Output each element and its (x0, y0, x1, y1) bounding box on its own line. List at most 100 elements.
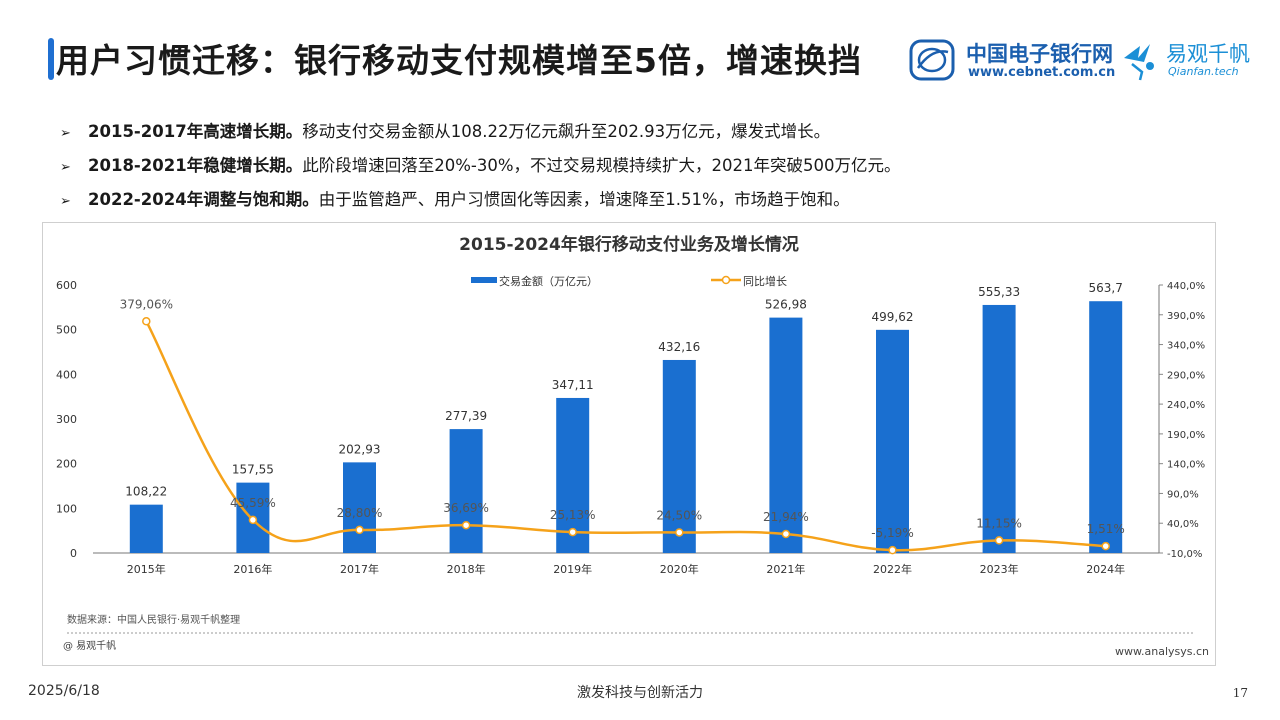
growth-value-label: 379,06% (120, 297, 173, 311)
y-right-tick-label: 340,0% (1167, 341, 1205, 352)
growth-value-label: 1,51% (1087, 522, 1125, 536)
chart-panel: 2015-2024年银行移动支付业务及增长情况交易金额（万亿元） 同比增长 0 100… (42, 222, 1216, 666)
cebnet-logo-name: 中国电子银行网 (966, 42, 1113, 66)
footer-date: 2025/6/18 (28, 683, 100, 699)
chart-source: 数据来源：中国人民银行·易观千帆整理 (67, 613, 240, 626)
cebnet-logo-url: www.cebnet.com.cn (968, 65, 1116, 80)
bullet-bold: 2022-2024年调整与饱和期。 (88, 190, 319, 209)
bar-value-label: 526,98 (765, 298, 807, 312)
legend-bar-swatch (471, 277, 497, 283)
growth-point (248, 515, 258, 525)
y-left-tick-label: 200 (56, 458, 77, 471)
bar-value-label: 347,11 (552, 378, 594, 392)
y-right-tick-label: 90,0% (1167, 489, 1199, 500)
footer-slogan: 激发科技与创新活力 (577, 685, 703, 701)
x-tick-label: 2021年 (766, 562, 805, 576)
x-tick-label: 2017年 (340, 562, 379, 576)
growth-point (994, 536, 1004, 545)
growth-point (1101, 541, 1110, 551)
y-right-tick-label: 390,0% (1167, 311, 1205, 322)
x-tick-label: 2024年 (1086, 562, 1125, 576)
bar-value-label: 499,62 (872, 310, 914, 324)
y-right-tick-label: 290,0% (1167, 370, 1205, 381)
bar (662, 359, 696, 553)
growth-point (142, 317, 151, 326)
qianfan-logo-icon (1124, 44, 1154, 81)
bar (129, 504, 163, 553)
page-number: 17 (1232, 686, 1248, 700)
bar-value-label: 432,16 (658, 340, 700, 354)
y-left-tick-label: 300 (56, 413, 77, 426)
x-tick-label: 2020年 (660, 562, 699, 576)
y-left-tick-label: 100 (56, 502, 77, 515)
bullet-item: ➢ 2022-2024年调整与饱和期。由于监管趋严、用户习惯固化等因素，增速降至1… (60, 184, 901, 218)
bullet-bold: 2018-2021年稳健增长期。 (88, 156, 303, 175)
x-tick-label: 2023年 (980, 562, 1019, 576)
growth-value-label: 24,50% (656, 508, 702, 522)
cebnet-logo-icon (909, 39, 955, 81)
y-right-tick-label: 440,0% (1167, 281, 1205, 292)
growth-point (461, 520, 471, 530)
bar (556, 397, 590, 553)
growth-point (888, 545, 897, 555)
qianfan-logo-name: 易观千帆 (1166, 42, 1250, 66)
bullet-bold: 2015-2017年高速增长期。 (88, 122, 303, 141)
bar (343, 462, 376, 553)
growth-point (781, 529, 791, 539)
bullet-item: ➢ 2015-2017年高速增长期。移动支付交易金额从108.22万亿元飙升至20… (60, 116, 901, 150)
bullet-text: 由于监管趋严、用户习惯固化等因素，增速降至1.51%，市场趋于饱和。 (318, 190, 850, 209)
arrow-icon: ➢ (60, 194, 71, 209)
x-tick-label: 2015年 (127, 562, 166, 576)
title-accent-bar (48, 38, 54, 80)
bullet-text: 移动支付交易金额从108.22万亿元飙升至202.93万亿元，爆发式增长。 (302, 122, 831, 141)
y-left-tick-label: 0 (70, 547, 77, 560)
legend-bar-label: 交易金额（万亿元） (499, 274, 598, 288)
legend-line-label: 同比增长 (743, 274, 787, 288)
bar (1089, 301, 1123, 553)
growth-value-label: -5,19% (871, 526, 913, 540)
chart-title: 2015-2024年银行移动支付业务及增长情况 (459, 234, 799, 255)
bar-value-label: 157,55 (232, 463, 274, 477)
growth-value-label: 11,15% (976, 516, 1022, 530)
growth-value-label: 36,69% (443, 501, 489, 515)
x-tick-label: 2019年 (553, 562, 592, 576)
growth-point (355, 525, 364, 535)
growth-value-label: 28,80% (337, 506, 383, 520)
qianfan-logo-url: Qianfan.tech (1168, 65, 1239, 78)
growth-value-label: 21,94% (763, 510, 809, 524)
arrow-icon: ➢ (60, 160, 71, 175)
bullet-item: ➢ 2018-2021年稳健增长期。此阶段增速回落至20%-30%，不过交易规模持… (60, 150, 901, 184)
bar-value-label: 563,7 (1089, 281, 1123, 295)
y-right-tick-label: 140,0% (1167, 460, 1205, 471)
x-tick-label: 2022年 (873, 562, 912, 576)
x-tick-label: 2016年 (233, 562, 272, 576)
y-right-tick-label: -10,0% (1167, 549, 1202, 560)
bar-value-label: 108,22 (125, 485, 167, 499)
bar-value-label: 555,33 (978, 285, 1020, 299)
bar (876, 329, 909, 553)
growth-line (145, 320, 1106, 552)
y-right-tick-label: 40,0% (1167, 519, 1199, 530)
arrow-icon: ➢ (60, 126, 71, 141)
bar (449, 429, 483, 553)
y-left-tick-label: 500 (56, 324, 77, 337)
chart-website: www.analysys.cn (1115, 645, 1209, 658)
page-title: 用户习惯迁移：银行移动支付规模增至5倍，增速换挡 (56, 41, 862, 80)
bullet-list: ➢ 2015-2017年高速增长期。移动支付交易金额从108.22万亿元飙升至20… (60, 116, 901, 218)
bar (769, 317, 803, 553)
bar (982, 304, 1016, 553)
growth-point (568, 527, 577, 537)
y-left-tick-label: 600 (56, 279, 77, 292)
growth-value-label: 45,59% (230, 496, 276, 510)
bar-value-label: 202,93 (339, 442, 381, 456)
y-right-tick-label: 190,0% (1167, 430, 1205, 441)
growth-value-label: 25,13% (550, 508, 596, 522)
x-tick-label: 2018年 (447, 562, 486, 576)
bar-value-label: 277,39 (445, 409, 487, 423)
chart-copyright: @ 易观千帆 (63, 639, 116, 652)
y-left-tick-label: 400 (56, 368, 77, 381)
growth-point (675, 528, 684, 537)
y-right-tick-label: 240,0% (1167, 400, 1205, 411)
bullet-text: 此阶段增速回落至20%-30%，不过交易规模持续扩大，2021年突破500万亿元… (302, 156, 901, 175)
